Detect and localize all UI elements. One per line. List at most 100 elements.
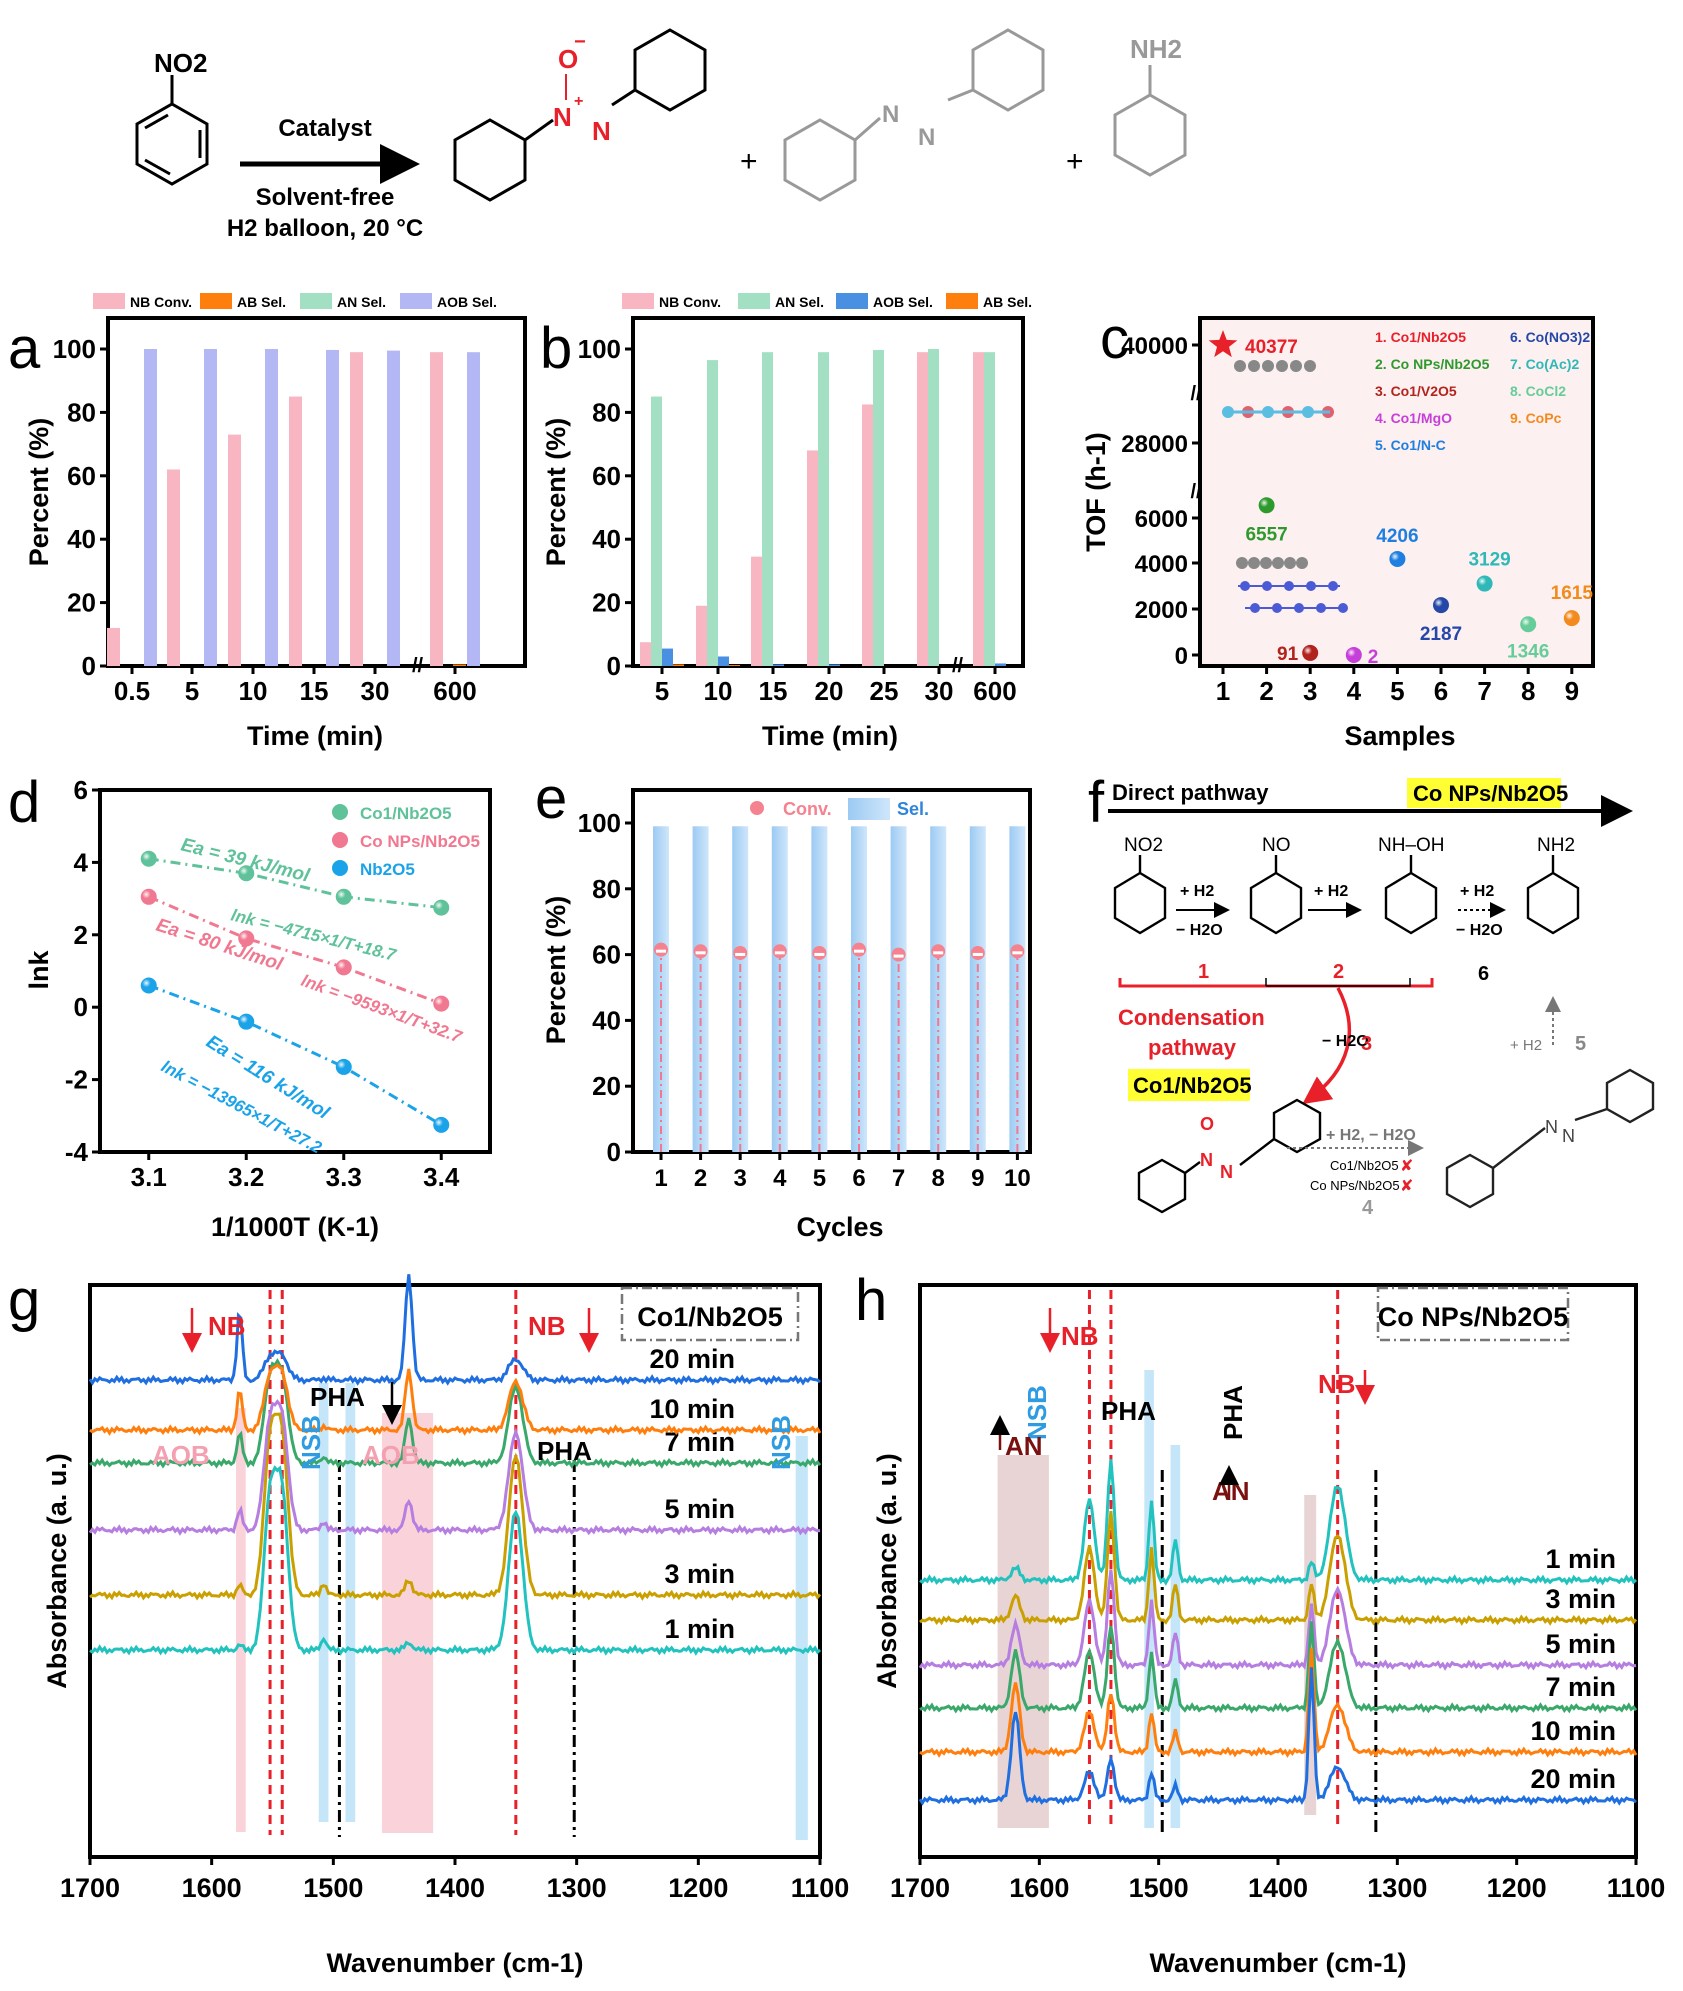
y-tick-label: 0 [607,651,621,681]
atom [1338,603,1348,613]
step1-top-label: + H2 [1180,883,1214,900]
pathway-rings [1113,855,1580,935]
x-tick-label: 10 [239,676,268,706]
step4-number: 4 [1362,1197,1374,1219]
condensation-label-1: Condensation [1118,1005,1265,1030]
legend-conv-marker [750,801,764,815]
bar [995,663,1006,666]
atom [1304,360,1316,372]
legend-marker [332,832,348,848]
panel-label-h: h [855,1268,887,1333]
x-tick-label: 4 [1347,676,1362,706]
legend-entry: 8. CoCl2 [1510,383,1566,399]
svg-text:N: N [1220,1162,1233,1182]
x-tick-label: 30 [925,676,954,706]
spectrum-line [88,1274,821,1386]
y-axis-label: lnk [24,950,54,990]
sample-label-box [1376,1286,1570,1342]
x-tick-label: 3 [1303,676,1317,706]
atom [1260,557,1272,569]
species-nitrosobenzene: NO [1262,835,1291,856]
atom [1262,360,1274,372]
series-time-label: 5 min [1545,1629,1616,1659]
panel-label-c: c [1100,306,1129,371]
x-tick-label: 4 [773,1165,787,1192]
spectrum-line [89,1362,822,1436]
legend-swatch [300,293,332,309]
species-phenylhydroxylamine: NH–OH [1378,835,1445,856]
data-point-highlight [1563,610,1580,627]
aniline-structure [1113,65,1187,177]
svg-text:O: O [1200,1114,1214,1134]
x-tick-label: 1400 [1248,1873,1308,1903]
panel-g-chart: 1700 1600 1500 1400 1300 1200 1100 Wavenumber (… [42,1274,849,1978]
svg-text:N: N [553,102,572,132]
bar [640,642,651,666]
atom [1276,360,1288,372]
data-point-highlight [1389,550,1406,567]
y-tick-label: 0 [82,651,96,681]
legend-label: AB Sel. [983,294,1032,310]
peak-annotation: NSB [1022,1385,1052,1440]
peak-annotation: PHA [1101,1396,1156,1426]
y-tick-label: 6000 [1135,506,1188,533]
data-label: 1346 [1507,641,1549,662]
y-tick-label: 60 [592,461,621,491]
panel-label-d: d [8,770,40,835]
legend-swatch [738,293,770,309]
data-label: 6557 [1245,524,1287,545]
series-time-label: 1 min [1545,1544,1616,1574]
conversion-marker-highlight [854,949,864,953]
x-tick-label: 10 [1004,1165,1031,1192]
molecule-illustration-2 [1236,557,1348,613]
bar [751,556,762,666]
y-tick-label: 40000 [1121,333,1188,360]
x-tick-label: 1700 [60,1873,120,1903]
reaction-scheme: NO2 Catalyst Solvent-free H2 balloon, 20… [135,28,1187,242]
data-point-highlight [335,1058,352,1075]
conversion-marker-highlight [774,951,785,955]
y-tick-label: 0 [607,1137,621,1167]
x-tick-label: 5 [655,676,669,706]
data-point-highlight [1302,644,1319,661]
peak-annotation: AOB [152,1440,210,1470]
bar [873,349,884,666]
x-tick-label: 1100 [1607,1873,1666,1903]
spectrum-line [89,1465,822,1656]
data-point-highlight [140,888,157,905]
y-tick-label: 20 [592,1071,621,1101]
legend-label: AOB Sel. [873,294,933,310]
x-tick-label: 10 [704,676,733,706]
y-tick-label: 40 [67,524,96,554]
step1-number: 1 [1198,961,1209,983]
x-tick-label: 30 [361,676,390,706]
arrow-top-label: Catalyst [278,115,371,142]
band-highlight [795,1436,808,1840]
svg-text:N: N [882,101,899,128]
series-time-label: 20 min [1530,1764,1616,1794]
bar [144,349,157,666]
step2-number: 2 [1333,961,1344,983]
direct-catalyst-highlight [1407,778,1561,808]
x-tick-label: 1700 [890,1873,950,1903]
spectrum-line [919,1510,1638,1626]
species-nitrobenzene: NO2 [1124,835,1163,856]
x-tick-label: 8 [1521,676,1535,706]
species-aniline: NH2 [1537,835,1575,856]
bar [862,404,873,666]
legend-entry: 7. Co(Ac)2 [1510,356,1579,372]
spectrum-line [919,1647,1638,1758]
data-point-highlight [140,850,157,867]
data-point-highlight [238,865,255,882]
y-tick-label: 40 [592,524,621,554]
x-tick-label: 2 [694,1165,707,1192]
data-point-highlight [1476,575,1493,592]
conversion-marker-highlight [972,952,983,956]
bar [807,450,818,666]
axis-break-icon: // [952,655,964,677]
peak-annotation: NB [208,1311,246,1341]
step2-top-label: + H2 [1314,883,1348,900]
legend-label: AB Sel. [237,294,286,310]
bar [326,349,339,666]
